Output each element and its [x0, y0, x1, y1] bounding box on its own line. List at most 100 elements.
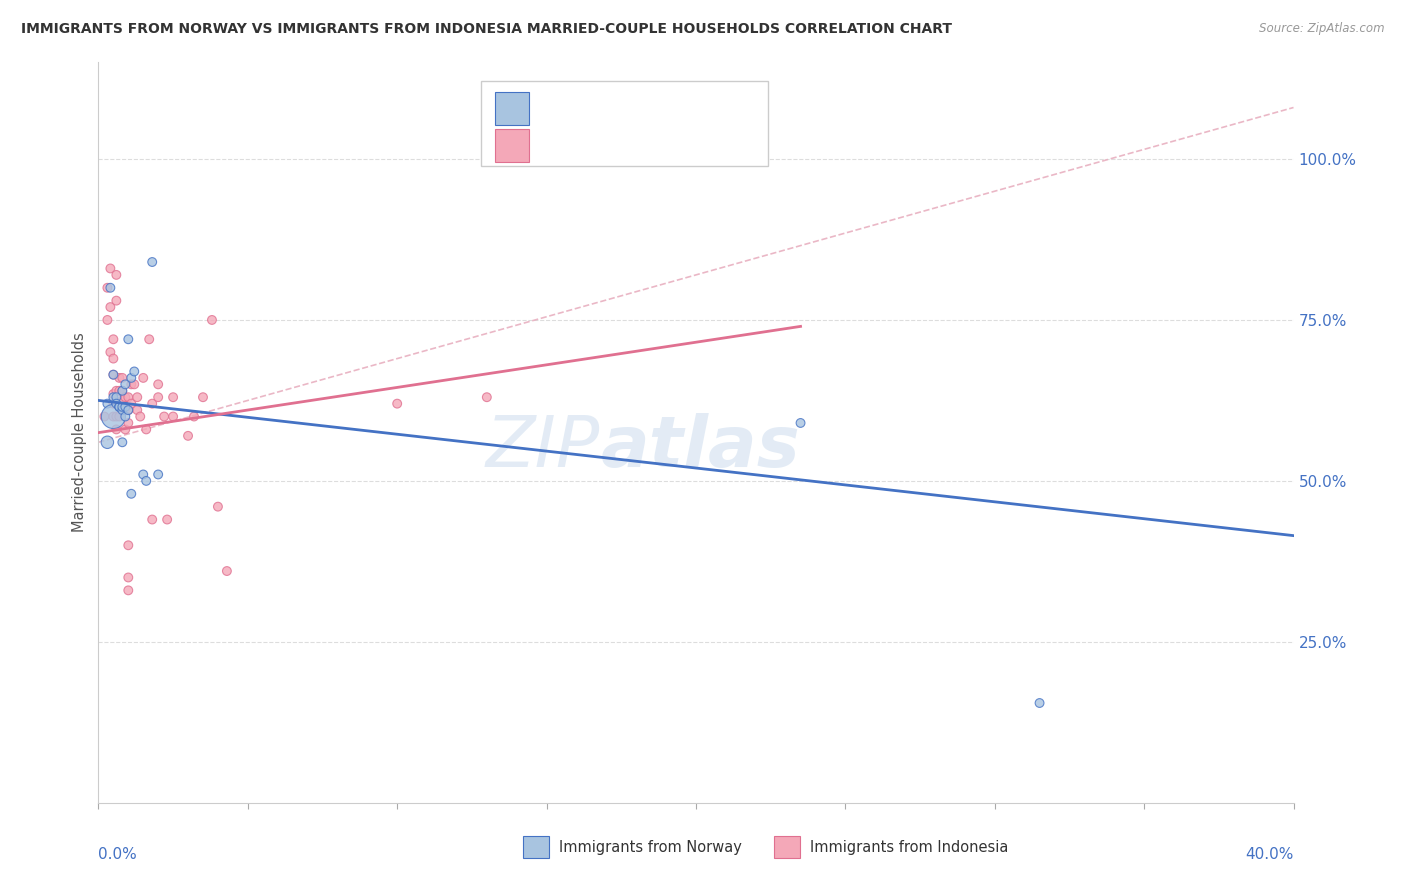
Point [215, 564, 238, 578]
Point [132, 467, 155, 482]
Point [111, 400, 134, 414]
Text: 59: 59 [704, 138, 727, 153]
Point [108, 400, 131, 414]
Point [114, 377, 136, 392]
Point [120, 371, 142, 385]
Text: -0.298: -0.298 [589, 101, 645, 116]
Point [141, 512, 163, 526]
Point [124, 377, 146, 392]
Point [108, 371, 131, 385]
Y-axis label: Married-couple Households: Married-couple Households [72, 333, 87, 533]
Point [111, 393, 134, 408]
Point [111, 371, 134, 385]
Point [103, 409, 125, 424]
Point [127, 390, 149, 404]
Point [162, 409, 184, 424]
Point [108, 400, 131, 414]
Point [105, 293, 128, 308]
Text: 29: 29 [704, 101, 727, 116]
Point [117, 570, 139, 584]
Point [475, 390, 498, 404]
Point [114, 400, 136, 414]
Point [103, 368, 125, 382]
Text: IMMIGRANTS FROM NORWAY VS IMMIGRANTS FROM INDONESIA MARRIED-COUPLE HOUSEHOLDS CO: IMMIGRANTS FROM NORWAY VS IMMIGRANTS FRO… [21, 22, 952, 37]
Point [148, 467, 170, 482]
Point [108, 400, 131, 414]
Point [111, 403, 134, 417]
Point [385, 397, 409, 411]
Text: R =: R = [543, 138, 578, 153]
Point [117, 403, 139, 417]
Text: ZIP: ZIP [486, 413, 600, 482]
Point [207, 500, 229, 514]
Point [201, 313, 224, 327]
Point [138, 332, 160, 346]
Point [117, 332, 139, 346]
Point [111, 384, 134, 398]
Point [105, 397, 128, 411]
Point [96, 397, 118, 411]
Text: atlas: atlas [600, 413, 800, 482]
Text: 0.0%: 0.0% [98, 847, 138, 863]
Point [103, 368, 125, 382]
Point [148, 390, 170, 404]
Point [1028, 696, 1050, 710]
Point [114, 390, 136, 404]
Text: 0.244: 0.244 [589, 138, 645, 153]
Bar [495, 129, 529, 162]
Point [93, 409, 115, 424]
Point [132, 371, 155, 385]
Point [153, 409, 176, 424]
Point [117, 416, 139, 430]
Point [162, 390, 184, 404]
Point [105, 384, 128, 398]
Point [117, 403, 139, 417]
Point [124, 364, 146, 378]
Point [105, 390, 128, 404]
Point [103, 390, 125, 404]
Point [105, 397, 128, 411]
Text: Source: ZipAtlas.com: Source: ZipAtlas.com [1260, 22, 1385, 36]
Point [117, 583, 139, 598]
Point [135, 474, 157, 488]
FancyBboxPatch shape [481, 81, 768, 166]
Point [103, 397, 125, 411]
Point [120, 487, 142, 501]
Point [156, 512, 179, 526]
Text: Immigrants from Norway: Immigrants from Norway [558, 839, 741, 855]
Point [120, 397, 142, 411]
Point [108, 397, 131, 411]
Point [98, 345, 122, 359]
Point [191, 390, 214, 404]
Bar [773, 836, 800, 858]
Point [98, 261, 122, 276]
Point [105, 268, 128, 282]
Text: N =: N = [657, 138, 707, 153]
Point [141, 397, 163, 411]
Bar [523, 836, 548, 858]
Text: Immigrants from Indonesia: Immigrants from Indonesia [810, 839, 1008, 855]
Point [114, 422, 136, 436]
Point [103, 409, 125, 424]
Point [177, 429, 200, 443]
Point [108, 409, 131, 424]
Point [98, 300, 122, 314]
Text: R =: R = [543, 101, 578, 116]
Point [96, 281, 118, 295]
Point [111, 435, 134, 450]
Point [114, 409, 136, 424]
Point [183, 409, 205, 424]
Text: 40.0%: 40.0% [1246, 847, 1294, 863]
Point [98, 281, 122, 295]
Point [103, 332, 125, 346]
Point [103, 387, 125, 401]
Point [108, 384, 131, 398]
Point [117, 538, 139, 552]
Point [148, 377, 170, 392]
Point [114, 403, 136, 417]
Text: N =: N = [657, 101, 707, 116]
Point [96, 313, 118, 327]
Point [103, 351, 125, 366]
Point [141, 255, 163, 269]
Point [96, 435, 118, 450]
